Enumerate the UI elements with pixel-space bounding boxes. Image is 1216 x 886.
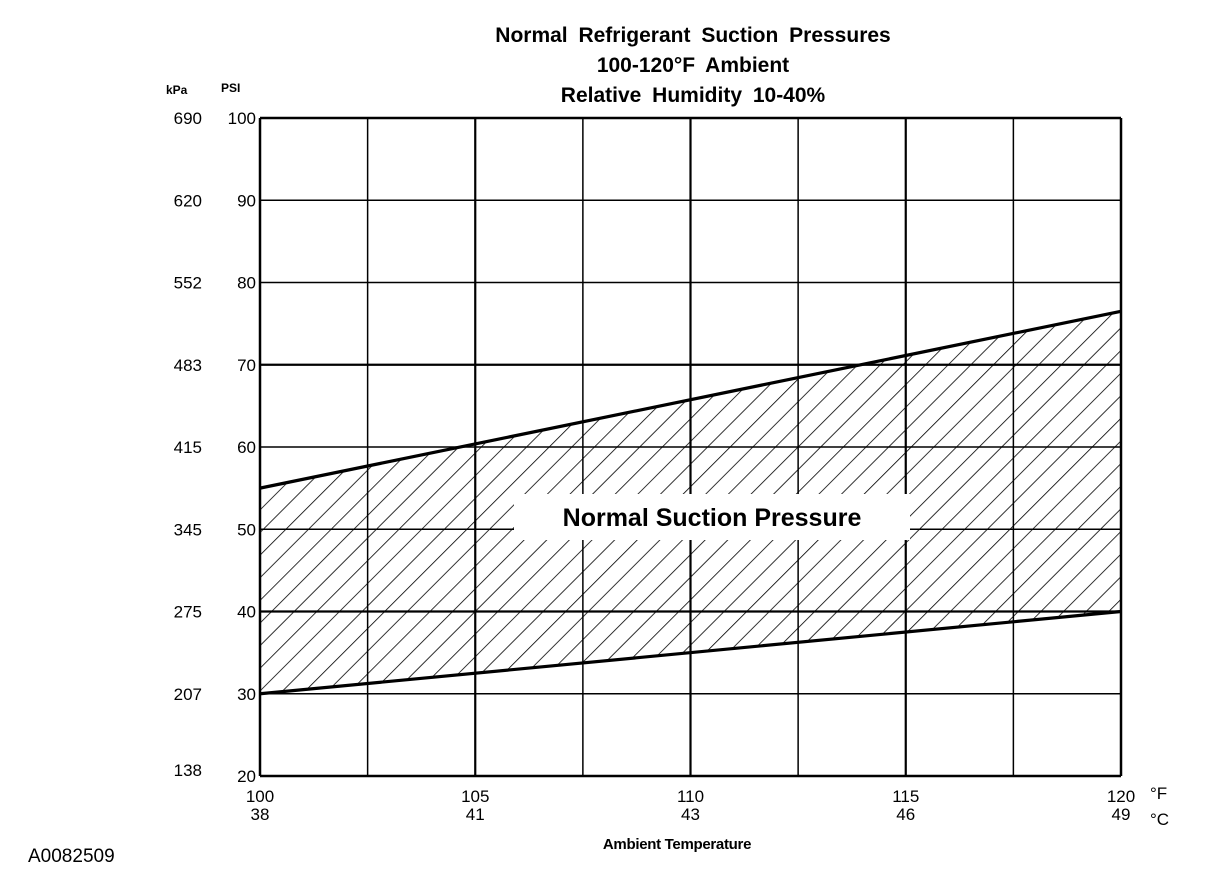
y-tick-label: 90 <box>237 191 256 210</box>
y-tick-label-secondary: 552 <box>174 274 202 293</box>
y-tick-label-secondary: 138 <box>174 761 202 780</box>
y-tick-label-secondary: 620 <box>174 191 202 210</box>
x-tick-label-secondary: 46 <box>896 805 915 824</box>
band-label: Normal Suction Pressure <box>563 504 862 532</box>
y-axis-unit-primary: PSI <box>221 81 241 95</box>
x-axis-label: Ambient Temperature <box>602 836 752 853</box>
band-upper-line <box>259 309 1122 490</box>
chart-title: Normal Refrigerant Suction Pressures <box>495 24 891 47</box>
y-axis-unit-secondary: kPa <box>166 83 188 97</box>
x-axis-unit-secondary: °C <box>1150 810 1170 829</box>
chart-subtitle-2: Relative Humidity 10-40% <box>560 84 826 107</box>
y-tick-label: 80 <box>237 274 256 293</box>
y-tick-label: 40 <box>237 603 256 622</box>
band-label-box <box>514 494 910 540</box>
x-tick-label: 120 <box>1107 787 1135 806</box>
x-tick-label-secondary: 43 <box>681 805 700 824</box>
x-tick-label: 110 <box>677 787 704 806</box>
y-tick-label: 70 <box>237 356 256 375</box>
y-tick-label: 30 <box>237 685 256 704</box>
y-tick-label-secondary: 415 <box>174 438 202 457</box>
y-tick-label: 60 <box>237 438 256 457</box>
chart-subtitle-1: 100-120°F Ambient <box>596 54 790 77</box>
x-tick-label-secondary: 38 <box>251 805 270 824</box>
y-tick-label-secondary: 207 <box>174 685 202 704</box>
y-tick-label: 100 <box>228 109 256 128</box>
y-tick-label-secondary: 345 <box>174 520 202 539</box>
x-tick-label-secondary: 49 <box>1112 805 1131 824</box>
x-tick-label: 105 <box>461 787 489 806</box>
x-tick-label-secondary: 41 <box>466 805 485 824</box>
x-axis-unit-primary: °F <box>1150 784 1168 803</box>
y-tick-label-secondary: 690 <box>174 109 202 128</box>
y-tick-label: 50 <box>237 520 256 539</box>
figure-id: A0082509 <box>28 846 115 867</box>
y-tick-label-secondary: 483 <box>174 356 202 375</box>
y-tick-label-secondary: 275 <box>174 603 202 622</box>
band-lower-line <box>259 609 1122 696</box>
x-tick-label: 100 <box>246 787 274 806</box>
x-tick-label: 115 <box>892 787 919 806</box>
y-tick-label: 20 <box>237 767 256 786</box>
